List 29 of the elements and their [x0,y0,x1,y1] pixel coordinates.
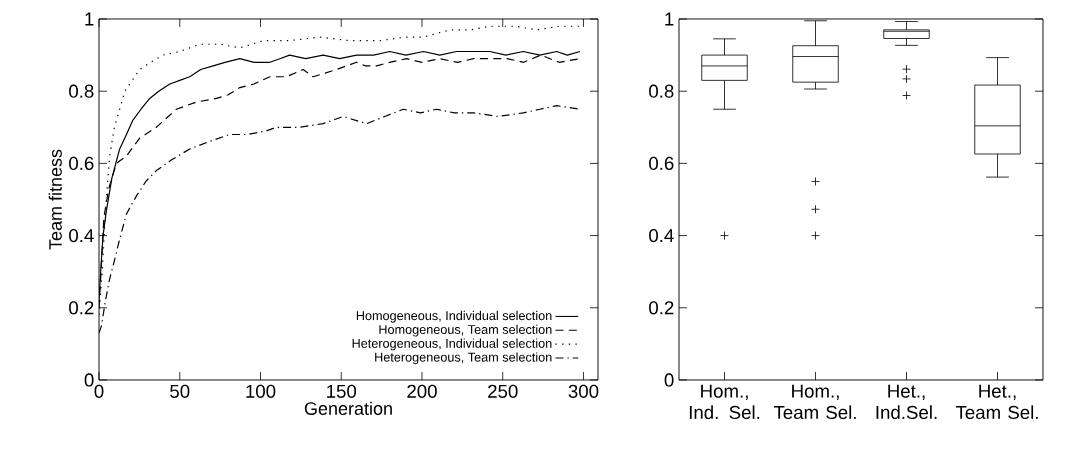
x-tick-label: 50 [170,384,190,398]
x-tick-label: Hom., Team Sel. [773,384,856,420]
x-tick-label: Het., Team Sel. [955,384,1038,420]
y-tick-label: 0 [84,373,94,387]
legend-label: Heterogeneous, Individual selection [352,338,552,351]
x-tick-label: Hom., Ind. Sel. [689,384,760,420]
y-tick-label: 1 [665,12,674,26]
x-tick-label: 0 [94,384,104,398]
x-tick-label: 150 [327,384,357,398]
x-tick-label: Het., Ind.Sel. [876,384,937,420]
x-tick-label: 100 [246,384,276,398]
y-tick-label: 0.6 [649,156,674,170]
y-tick-label: 0.4 [69,228,94,243]
legend-label: Heterogeneous, Team selection [375,352,552,365]
x-axis-title: Generation [304,401,392,415]
legend-label: Homogeneous, Individual selection [356,310,552,323]
x-tick-label: 200 [407,384,437,398]
legend-label: Homogeneous, Team selection [379,324,552,337]
y-tick-label: 0.6 [69,156,94,170]
y-tick-label: 0.2 [649,301,674,315]
y-tick-label: 0.2 [69,301,94,315]
x-tick-label: 250 [488,384,518,398]
y-tick-label: 1 [85,12,94,26]
y-axis-title: Team fitness [48,149,62,250]
x-tick-label: 300 [568,384,599,398]
y-tick-label: 0.8 [649,84,674,98]
y-tick-label: 0 [664,373,674,387]
y-tick-label: 0.4 [649,228,674,243]
y-tick-label: 0.8 [69,84,94,98]
